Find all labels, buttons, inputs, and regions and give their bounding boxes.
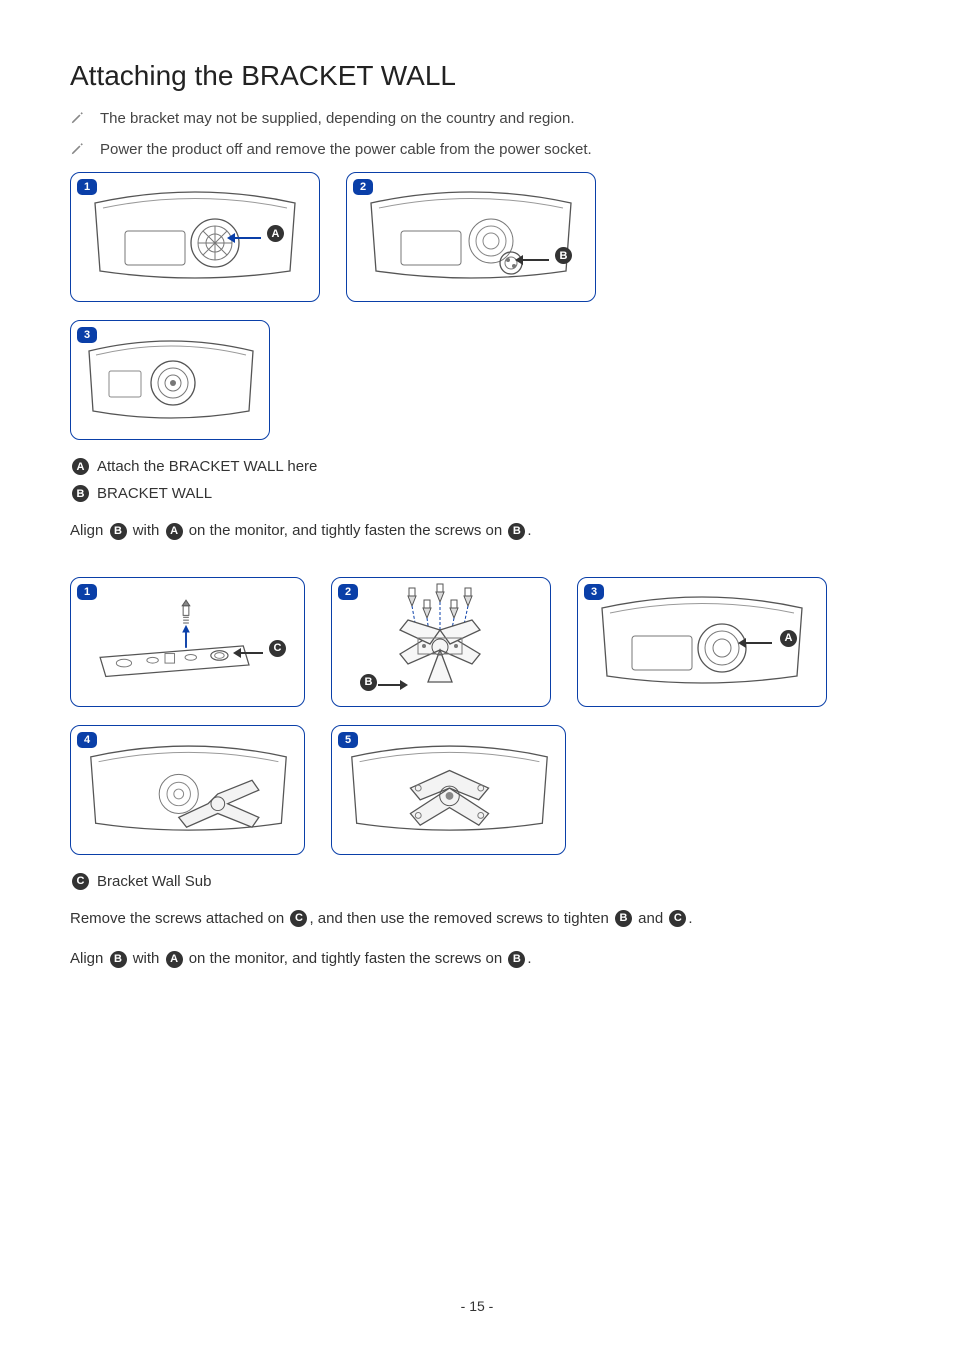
monitor-with-bracket-icon <box>81 734 296 850</box>
pencil-icon <box>70 111 84 125</box>
legend-a-text: Attach the BRACKET WALL here <box>97 458 317 475</box>
letter-badge-a: A <box>166 523 183 540</box>
instruction-3: Align B with A on the monitor, and tight… <box>70 948 884 971</box>
note-row-2: Power the product off and remove the pow… <box>70 141 884 158</box>
letter-badge-b: B <box>615 910 632 927</box>
figure-row-2: 3 <box>70 320 884 440</box>
letter-badge-c: C <box>290 910 307 927</box>
letter-badge-b: B <box>72 485 89 502</box>
letter-badge-b: B <box>110 951 127 968</box>
figure-s1-2: 2 B <box>346 172 596 302</box>
letter-badge-a: A <box>166 951 183 968</box>
bracket-plate-icon <box>81 586 291 702</box>
page-title: Attaching the BRACKET WALL <box>70 60 884 92</box>
legend-c-text: Bracket Wall Sub <box>97 873 212 890</box>
note-row-1: The bracket may not be supplied, dependi… <box>70 110 884 127</box>
legend-a: A Attach the BRACKET WALL here <box>70 458 884 475</box>
callout-letter-a: A <box>780 630 797 647</box>
figure-row-1: 1 A 2 <box>70 172 884 302</box>
figure-s2-3: 3 A <box>577 577 827 707</box>
arrow-left-icon <box>227 233 261 243</box>
figure-s2-2: 2 <box>331 577 551 707</box>
callout-letter-b: B <box>555 247 572 264</box>
note-text-1: The bracket may not be supplied, dependi… <box>100 110 575 127</box>
monitor-back-icon <box>81 333 261 433</box>
letter-badge-a: A <box>72 458 89 475</box>
letter-badge-b: B <box>508 523 525 540</box>
callout-letter-c: C <box>269 640 286 657</box>
pencil-icon <box>70 142 84 156</box>
letter-badge-c: C <box>72 873 89 890</box>
legend-b: B BRACKET WALL <box>70 485 884 502</box>
figure-s2-1: 1 <box>70 577 305 707</box>
arrow-left-icon <box>515 255 549 265</box>
figure-s1-3: 3 <box>70 320 270 440</box>
figure-row-4: 4 5 <box>70 725 884 855</box>
legend-c: C Bracket Wall Sub <box>70 873 884 890</box>
callout-letter-a: A <box>267 225 284 242</box>
arrow-right-icon <box>378 680 408 690</box>
monitor-back-icon <box>361 183 581 295</box>
monitor-back-icon <box>592 588 812 700</box>
figure-row-3: 1 <box>70 577 884 707</box>
figure-s2-5: 5 <box>331 725 566 855</box>
figure-s2-4: 4 <box>70 725 305 855</box>
letter-badge-b: B <box>110 523 127 540</box>
letter-badge-b: B <box>508 951 525 968</box>
letter-badge-c: C <box>669 910 686 927</box>
arrow-left-icon <box>233 648 263 658</box>
instruction-2: Remove the screws attached on C, and the… <box>70 908 884 931</box>
instruction-1: Align B with A on the monitor, and tight… <box>70 520 884 543</box>
arrow-left-icon <box>738 638 772 648</box>
legend-b-text: BRACKET WALL <box>97 485 212 502</box>
callout-letter-b: B <box>360 674 377 691</box>
note-text-2: Power the product off and remove the pow… <box>100 141 592 158</box>
figure-s1-1: 1 A <box>70 172 320 302</box>
page-number: - 15 - <box>0 1298 954 1314</box>
monitor-bracket-mounted-icon <box>342 734 557 850</box>
